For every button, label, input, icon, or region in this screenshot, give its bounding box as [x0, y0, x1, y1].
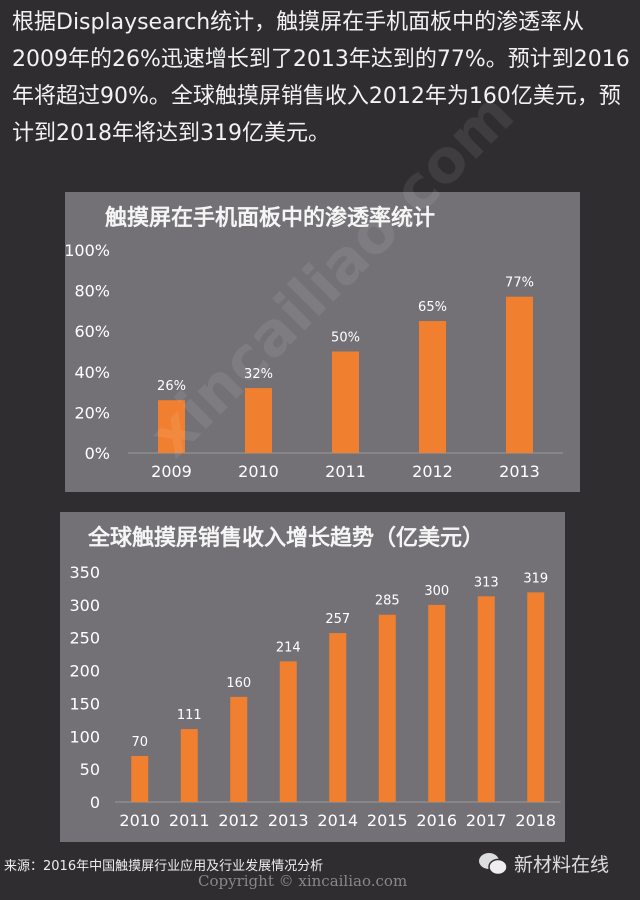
y-tick-label: 200 — [69, 662, 100, 681]
y-tick-label: 0% — [85, 444, 110, 463]
bar — [329, 633, 347, 802]
x-tick-label: 2018 — [515, 811, 556, 830]
data-label: 70 — [131, 735, 148, 750]
x-tick-label: 2011 — [169, 811, 210, 830]
data-label: 313 — [474, 575, 499, 590]
revenue-chart: 0 50 100 150 200 250 300 350 70 2010 111 2011 160 201… — [69, 563, 561, 830]
data-label: 300 — [424, 584, 449, 599]
bar — [230, 696, 248, 802]
data-label: 65% — [418, 300, 447, 315]
chart-title: 触摸屏在手机面板中的渗透率统计 — [105, 206, 436, 231]
copyright: Copyright © xincailiao.com — [198, 872, 408, 890]
y-tick-label: 350 — [69, 563, 100, 582]
y-tick-label: 80% — [74, 282, 110, 301]
y-tick-label: 250 — [69, 629, 100, 648]
bar — [428, 604, 446, 802]
x-tick-label: 2010 — [119, 811, 160, 830]
data-label: 26% — [157, 379, 186, 394]
chart-panel-penetration: 触摸屏在手机面板中的渗透率统计 0% 20% 40% 60% 80% 100% 26% 200… — [65, 192, 580, 492]
data-label: 319 — [523, 571, 548, 586]
bar — [158, 400, 185, 453]
x-tick-label: 2016 — [416, 811, 457, 830]
data-label: 50% — [331, 331, 360, 346]
bar — [245, 388, 272, 453]
data-label: 111 — [177, 708, 202, 723]
x-tick-label: 2012 — [412, 462, 453, 481]
bar — [527, 592, 545, 802]
y-tick-label: 100% — [65, 241, 110, 260]
x-tick-label: 2017 — [466, 811, 507, 830]
data-label: 77% — [505, 276, 534, 291]
y-tick-label: 150 — [69, 694, 100, 713]
chart-title: 全球触摸屏销售收入增长趋势（亿美元） — [88, 526, 485, 551]
y-tick-label: 60% — [74, 322, 110, 341]
y-tick-label: 300 — [69, 596, 100, 615]
bar — [131, 756, 149, 802]
penetration-chart: 0% 20% 40% 60% 80% 100% 26% 2009 32% 2010 50% 2011 6… — [65, 241, 563, 481]
x-tick-label: 2009 — [151, 462, 192, 481]
y-tick-label: 40% — [74, 363, 110, 382]
x-tick-label: 2013 — [499, 462, 540, 481]
x-tick-label: 2012 — [218, 811, 259, 830]
bar — [279, 661, 297, 802]
source-note: 来源：2016年中国触摸屏行业应用及行业发展情况分析 — [4, 859, 324, 874]
data-label: 32% — [244, 367, 273, 382]
data-label: 285 — [375, 594, 400, 609]
brand-name: 新材料在线 — [514, 854, 610, 876]
x-tick-label: 2011 — [325, 462, 366, 481]
x-tick-label: 2013 — [268, 811, 309, 830]
wechat-icon — [479, 852, 508, 875]
data-label: 257 — [325, 612, 350, 627]
intro-text: 根据Displaysearch统计，触摸屏在手机面板中的渗透率从2009年的26… — [12, 10, 630, 146]
x-tick-label: 2015 — [367, 811, 408, 830]
y-tick-label: 50 — [80, 760, 100, 779]
x-tick-label: 2014 — [317, 811, 358, 830]
data-label: 214 — [276, 640, 301, 655]
y-tick-label: 20% — [74, 403, 110, 422]
bar — [378, 614, 396, 802]
bar — [180, 729, 198, 802]
data-label: 160 — [226, 676, 251, 691]
bar — [332, 351, 359, 453]
y-tick-label: 100 — [69, 727, 100, 746]
x-tick-label: 2010 — [238, 462, 279, 481]
bar — [506, 296, 533, 453]
bar — [477, 596, 495, 802]
y-tick-label: 0 — [90, 793, 100, 812]
brand: 新材料在线 — [478, 850, 609, 877]
chart-panel-revenue: 全球触摸屏销售收入增长趋势（亿美元） 0 50 100 150 200 250 300 350… — [60, 512, 565, 842]
bar — [419, 321, 446, 453]
